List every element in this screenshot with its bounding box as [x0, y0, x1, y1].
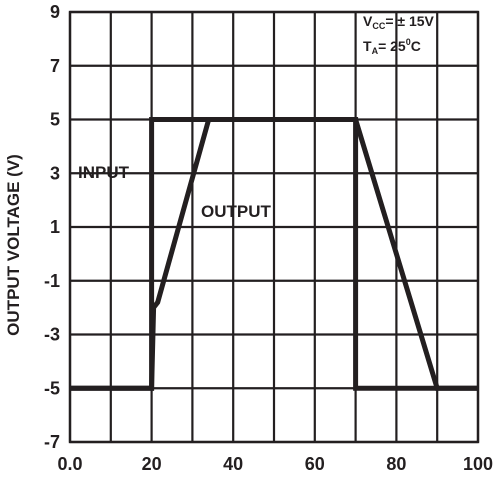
x-tick-label: 60 [305, 454, 325, 474]
input-label: INPUT [78, 163, 130, 182]
y-tick-label: 5 [50, 110, 60, 130]
x-tick-label: 0.0 [57, 454, 82, 474]
x-tick-label: 40 [223, 454, 243, 474]
plot-frame [68, 10, 480, 444]
y-tick-label: -7 [44, 432, 60, 452]
ta-condition: TA= 250C [363, 37, 421, 56]
output-label: OUTPUT [201, 202, 272, 221]
y-tick-label: -5 [44, 378, 60, 398]
y-tick-label: 9 [50, 2, 60, 22]
y-tick-label: 3 [50, 163, 60, 183]
tick-labels: 0.0 20 40 60 80 100 9 7 5 3 1 -1 -3 -5 -7 [44, 2, 493, 474]
y-tick-label: 7 [50, 56, 60, 76]
series-lines [70, 117, 478, 391]
vcc-condition: VCC= ± 15V [363, 13, 435, 31]
x-tick-label: 20 [142, 454, 162, 474]
y-tick-label: -3 [44, 325, 60, 345]
y-tick-label: -1 [44, 271, 60, 291]
y-tick-label: 1 [50, 217, 60, 237]
x-tick-label: 100 [463, 454, 493, 474]
grid [68, 10, 480, 444]
y-axis-label: OUTPUT VOLTAGE (V) [4, 154, 23, 336]
series-line-output [70, 117, 478, 391]
x-tick-label: 80 [386, 454, 406, 474]
